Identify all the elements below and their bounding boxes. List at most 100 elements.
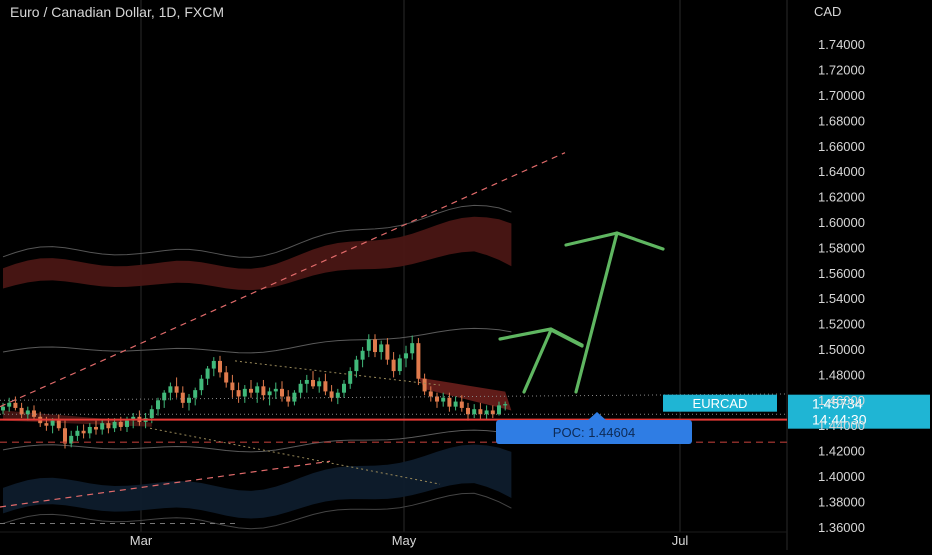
price-axis[interactable]: 1.74000 1.72000 1.70000 1.68000 1.66000 1.640… (818, 37, 865, 535)
lower-trendline (0, 460, 331, 508)
candle-body (391, 359, 396, 372)
candle-body (484, 410, 489, 415)
candle-body (13, 402, 18, 408)
candle-body (230, 382, 235, 391)
candle-body (100, 423, 105, 430)
upper-band (3, 216, 512, 291)
candle-body (342, 383, 346, 393)
candle-body (323, 381, 328, 392)
candle-body (118, 421, 123, 427)
price-tick-label: 1.46000 (818, 393, 865, 408)
candle-body (261, 386, 266, 396)
poc-label-bg (496, 420, 692, 445)
price-tick-label: 1.56000 (818, 266, 865, 281)
price-tick-label: 1.68000 (818, 113, 865, 128)
last-price-label: 1.45734 (812, 396, 863, 412)
candle-body (422, 378, 427, 392)
candle-body (453, 401, 458, 407)
candle-body (416, 343, 421, 379)
candle-body (497, 405, 501, 415)
candle-body (404, 353, 408, 359)
candle-body (348, 371, 353, 384)
price-tick-label: 1.54000 (818, 291, 865, 306)
candle-body (218, 360, 222, 373)
candle-body (410, 343, 415, 354)
candle-body (397, 358, 402, 372)
candle-body (156, 400, 160, 410)
candle-body (63, 428, 67, 444)
recent-cloud (418, 377, 512, 411)
candle-body (180, 392, 185, 403)
candle-body (441, 397, 446, 402)
candle-body (280, 388, 284, 397)
candle-body (174, 386, 179, 393)
price-tick-label: 1.38000 (818, 494, 865, 509)
candle-body (44, 423, 49, 426)
candle-body (193, 390, 198, 398)
time-axis[interactable]: Mar May Jul (130, 533, 689, 548)
countdown-label: 14:44:30 (812, 412, 867, 428)
candle-body (286, 396, 291, 402)
candle-body (242, 388, 247, 397)
candle-body (25, 410, 30, 415)
price-tick-label: 1.74000 (818, 37, 865, 52)
candle-body (211, 360, 216, 369)
price-label-bg (788, 394, 930, 429)
candle-body (75, 430, 80, 436)
indicator-overlays (2, 204, 512, 530)
price-tick-label: 1.72000 (818, 63, 865, 78)
large-arrow-head (564, 231, 665, 251)
price-tick-label: 1.48000 (818, 367, 865, 382)
candle-body (81, 430, 86, 434)
candle-body (273, 388, 278, 392)
candle-body (373, 339, 377, 353)
candle-body (236, 390, 241, 397)
time-tick-label: Mar (130, 533, 153, 548)
candle-body (112, 421, 117, 429)
candle-body (490, 410, 495, 415)
price-tick-label: 1.62000 (818, 190, 865, 205)
candle-body (1, 406, 5, 411)
upper-band-outline (2, 204, 512, 258)
poc-tag-arrow (587, 412, 607, 422)
small-arrow-head (498, 327, 584, 347)
price-tick-label: 1.42000 (818, 444, 865, 459)
symbol-label-bg (663, 394, 777, 412)
price-tick-label: 1.52000 (818, 317, 865, 332)
poc-label: POC: 1.44604 (553, 425, 635, 440)
chart-title: Euro / Canadian Dollar, 1D, FXCM (10, 4, 224, 20)
candle-body (267, 391, 272, 396)
envelope-upper (2, 327, 512, 354)
candle-body (50, 420, 55, 426)
price-tick-label: 1.58000 (818, 240, 865, 255)
candle-body (503, 404, 508, 406)
candle-body (205, 368, 210, 379)
symbol-label: EURCAD (693, 396, 748, 411)
candle-body (149, 409, 154, 419)
candle-body (435, 396, 439, 402)
candle-body (360, 350, 365, 360)
candle-body (379, 344, 384, 353)
price-tick-label: 1.40000 (818, 469, 865, 484)
candle-body (298, 383, 303, 393)
candle-body (385, 344, 390, 360)
candle-body (459, 401, 464, 408)
candle-body (354, 359, 359, 372)
large-arrow-shaft (574, 231, 619, 394)
price-tick-label: 1.36000 (818, 520, 865, 535)
candle-body (304, 379, 309, 384)
envelope-lower (2, 429, 512, 453)
candle-body (187, 397, 191, 403)
price-tick-label: 1.44000 (818, 418, 865, 433)
rising-trendline (0, 152, 566, 408)
grid-lines (0, 0, 788, 550)
candle-body (56, 420, 61, 429)
diagonal-dotted-line (149, 427, 441, 485)
candle-body (335, 392, 340, 398)
candle-body (292, 392, 297, 402)
candle-body (199, 378, 204, 391)
candle-body (317, 381, 322, 387)
